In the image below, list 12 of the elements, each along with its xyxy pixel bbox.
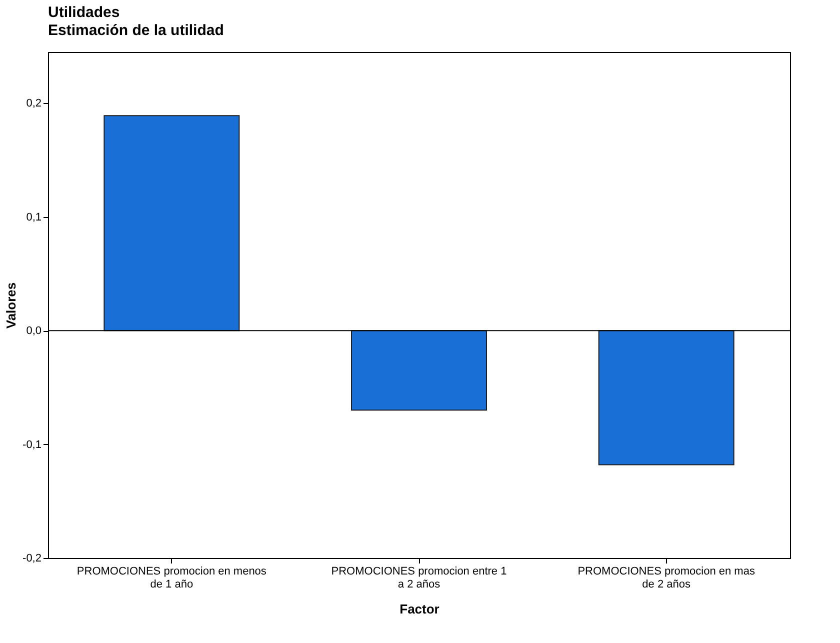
chart-subtitle: Estimación de la utilidad (48, 22, 224, 39)
x-axis-title: Factor (400, 602, 440, 616)
x-tick-label: PROMOCIONES promocion en mas de 2 años (578, 566, 756, 590)
chart-title: Utilidades (48, 4, 120, 21)
y-tick-label: -0,1 (22, 438, 42, 451)
y-tick-label: 0,1 (26, 211, 42, 224)
y-tick-label: -0,2 (22, 552, 42, 564)
y-tick-label: 0,0 (26, 325, 42, 338)
y-tick-label: 0,2 (26, 98, 42, 110)
x-tick-label: PROMOCIONES promocion en menos de 1 año (76, 566, 267, 590)
y-axis-title: Valores (4, 282, 19, 329)
x-tick-label: PROMOCIONES promocion entre 1 a 2 años (331, 566, 507, 590)
